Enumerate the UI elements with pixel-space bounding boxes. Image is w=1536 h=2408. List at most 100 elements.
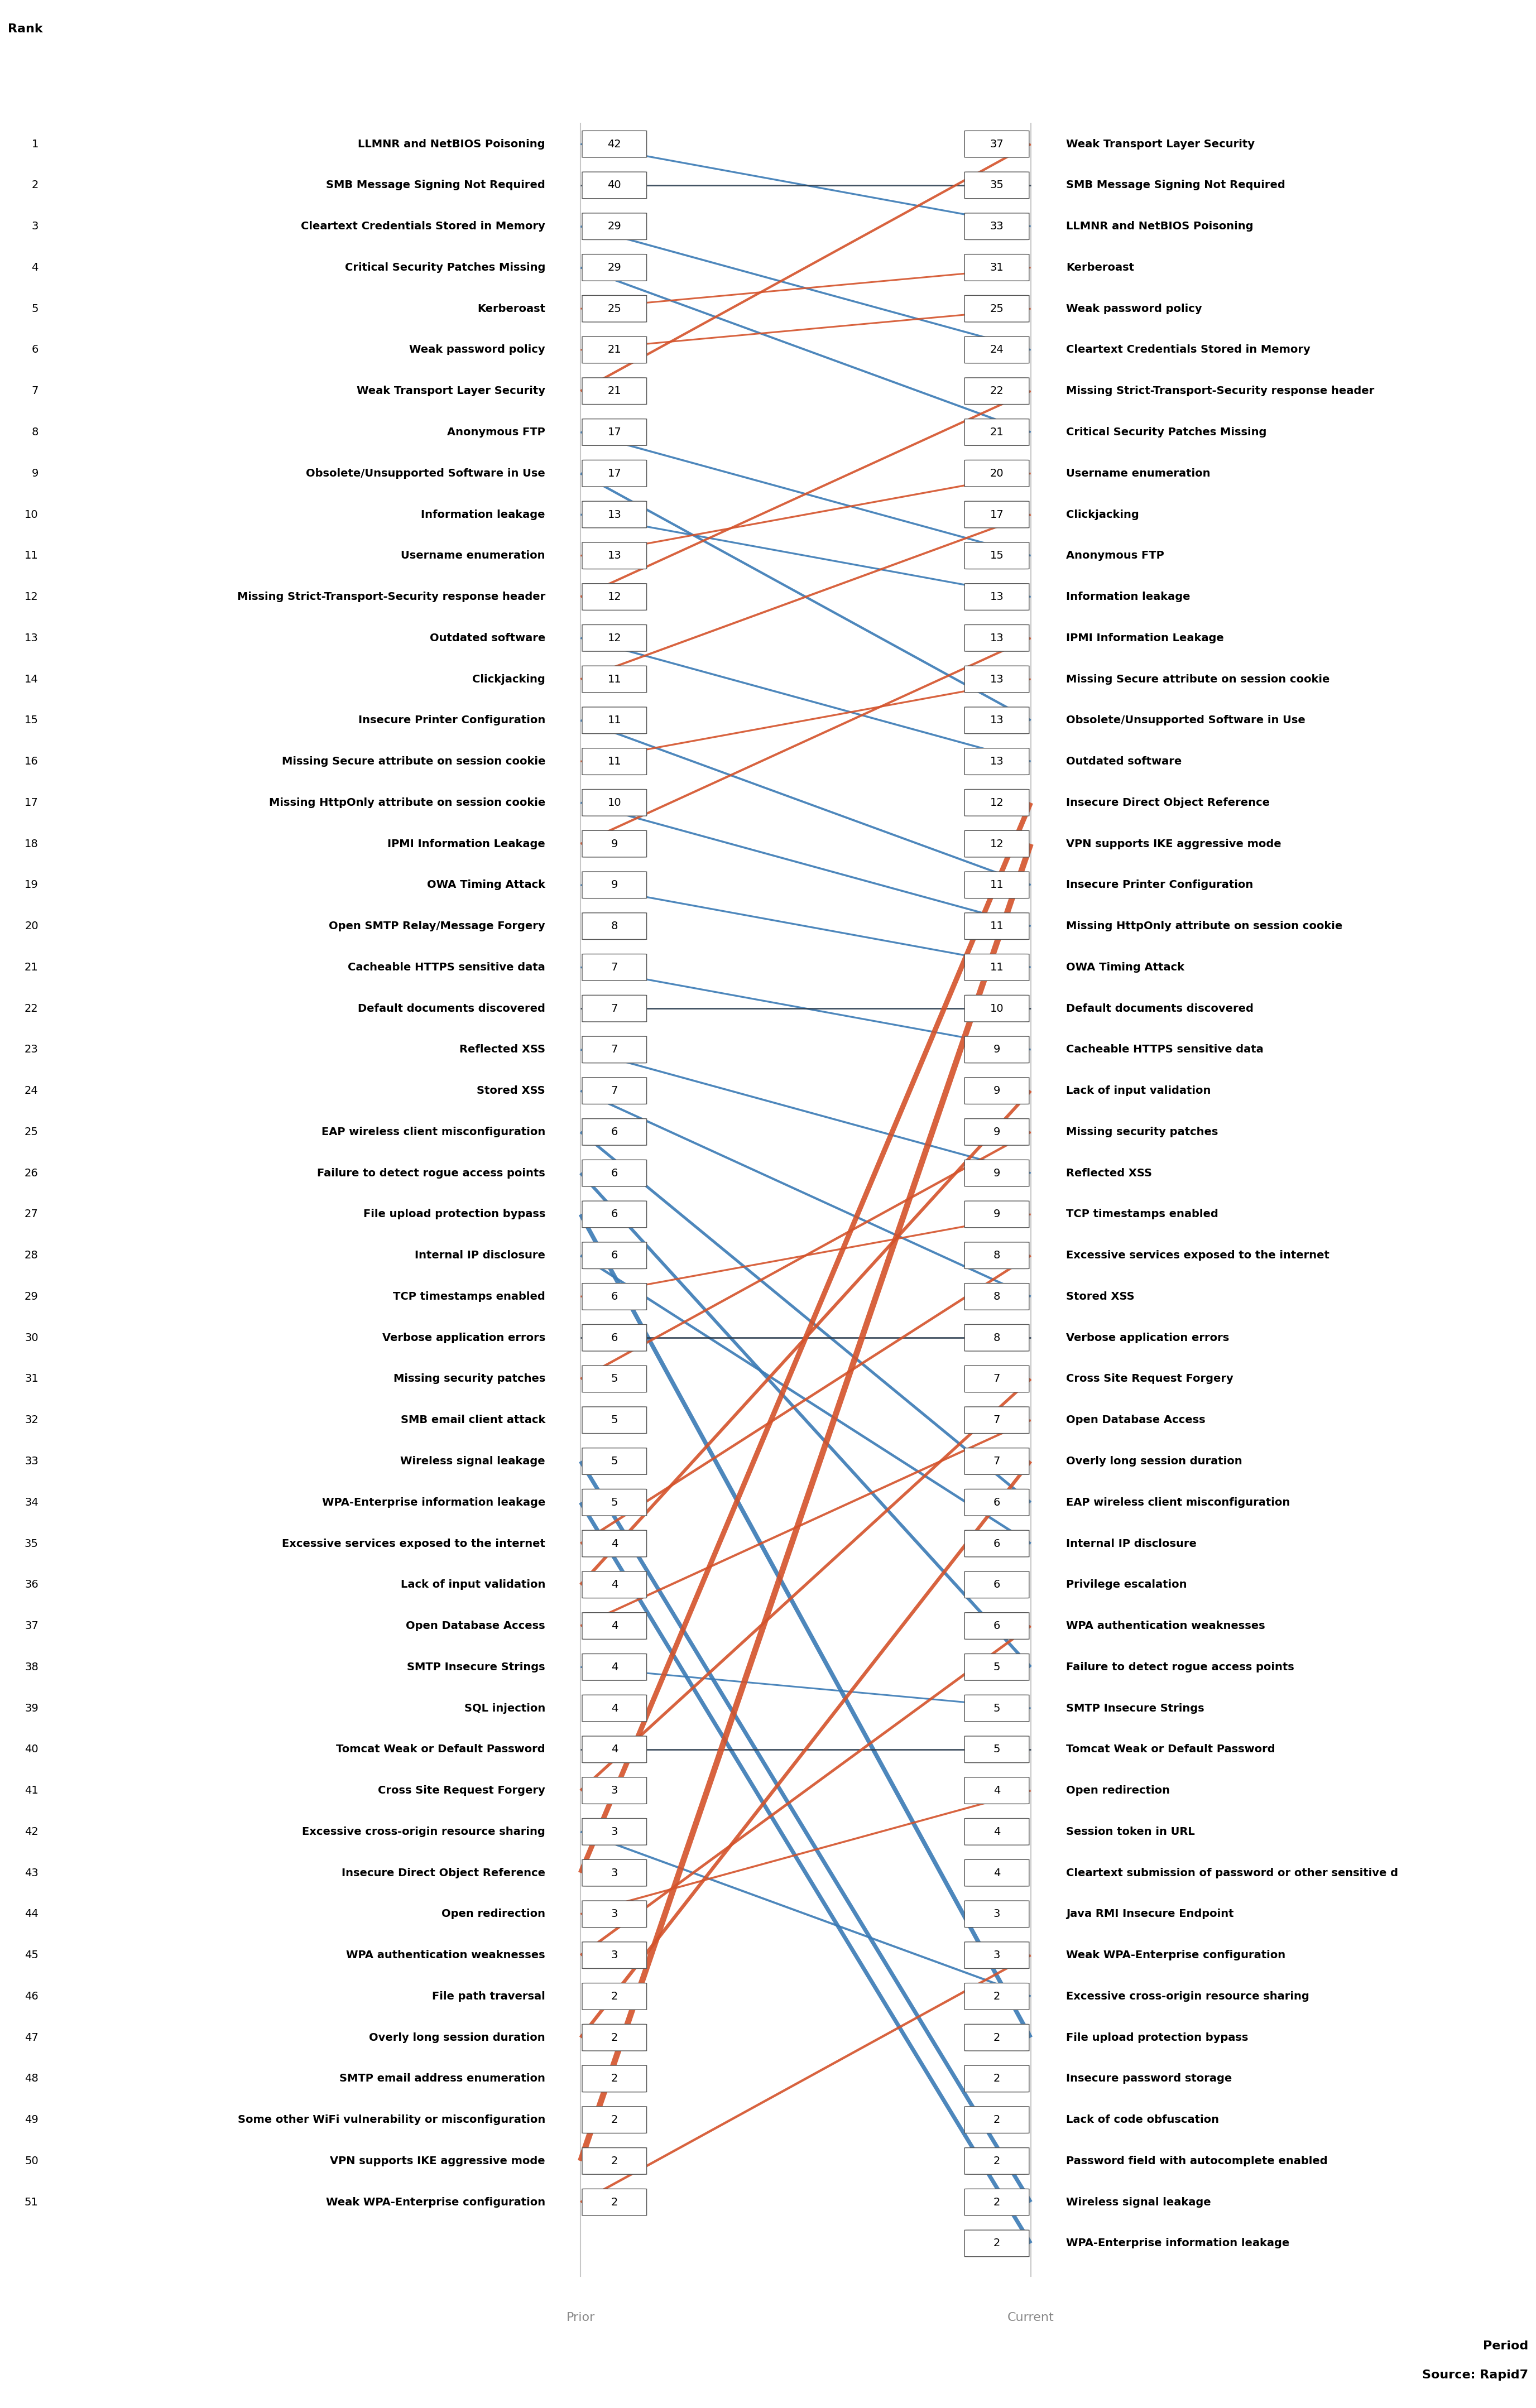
FancyBboxPatch shape [965, 2189, 1029, 2215]
FancyBboxPatch shape [582, 1736, 647, 1763]
Text: 9: 9 [611, 879, 617, 891]
Text: Excessive cross-origin resource sharing: Excessive cross-origin resource sharing [303, 1825, 545, 1837]
Text: 21: 21 [608, 344, 621, 356]
Text: Stored XSS: Stored XSS [1066, 1291, 1135, 1303]
Text: 25: 25 [607, 303, 622, 313]
Text: Cleartext submission of password or other sensitive d: Cleartext submission of password or othe… [1066, 1869, 1398, 1878]
FancyBboxPatch shape [582, 1613, 647, 1640]
Text: 40: 40 [25, 1743, 38, 1755]
FancyBboxPatch shape [582, 1654, 647, 1681]
Text: 49: 49 [25, 2114, 38, 2126]
Text: Missing security patches: Missing security patches [393, 1373, 545, 1385]
Text: Obsolete/Unsupported Software in Use: Obsolete/Unsupported Software in Use [1066, 715, 1306, 725]
Text: 4: 4 [611, 1539, 617, 1548]
Text: OWA Timing Attack: OWA Timing Attack [427, 879, 545, 891]
Text: Failure to detect rogue access points: Failure to detect rogue access points [316, 1168, 545, 1178]
FancyBboxPatch shape [582, 171, 647, 197]
Text: 20: 20 [991, 467, 1003, 479]
FancyBboxPatch shape [965, 1531, 1029, 1558]
Text: 13: 13 [608, 508, 621, 520]
FancyBboxPatch shape [582, 1984, 647, 2011]
FancyBboxPatch shape [965, 583, 1029, 609]
Text: 5: 5 [611, 1457, 617, 1466]
Text: 14: 14 [25, 674, 38, 684]
Text: Critical Security Patches Missing: Critical Security Patches Missing [344, 262, 545, 272]
Text: 33: 33 [991, 222, 1003, 231]
Text: 5: 5 [611, 1416, 617, 1426]
Text: 2: 2 [611, 1991, 617, 2001]
FancyBboxPatch shape [965, 501, 1029, 527]
Text: Kerberoast: Kerberoast [1066, 262, 1134, 272]
Text: Overly long session duration: Overly long session duration [369, 2032, 545, 2042]
Text: Open redirection: Open redirection [1066, 1784, 1170, 1796]
Text: 8: 8 [32, 426, 38, 438]
Text: Obsolete/Unsupported Software in Use: Obsolete/Unsupported Software in Use [306, 467, 545, 479]
FancyBboxPatch shape [582, 667, 647, 694]
Text: Tomcat Weak or Default Password: Tomcat Weak or Default Password [1066, 1743, 1275, 1755]
Text: Missing Strict-Transport-Security response header: Missing Strict-Transport-Security respon… [1066, 385, 1375, 397]
Text: 9: 9 [994, 1209, 1000, 1218]
Text: 47: 47 [25, 2032, 38, 2042]
Text: 17: 17 [25, 797, 38, 809]
Text: 2: 2 [611, 2073, 617, 2083]
Text: 31: 31 [25, 1373, 38, 1385]
FancyBboxPatch shape [965, 872, 1029, 898]
Text: 2: 2 [611, 2032, 617, 2042]
FancyBboxPatch shape [582, 1202, 647, 1228]
Text: 13: 13 [991, 715, 1003, 725]
Text: Information leakage: Information leakage [1066, 592, 1190, 602]
FancyBboxPatch shape [965, 913, 1029, 939]
Text: 4: 4 [32, 262, 38, 272]
Text: Verbose application errors: Verbose application errors [1066, 1332, 1229, 1344]
Text: 4: 4 [611, 1662, 617, 1674]
Text: File path traversal: File path traversal [432, 1991, 545, 2001]
FancyBboxPatch shape [582, 1035, 647, 1062]
FancyBboxPatch shape [965, 708, 1029, 734]
Text: 4: 4 [611, 1580, 617, 1589]
Text: 5: 5 [31, 303, 38, 313]
FancyBboxPatch shape [965, 378, 1029, 405]
FancyBboxPatch shape [965, 1488, 1029, 1515]
Text: 2: 2 [611, 2114, 617, 2126]
FancyBboxPatch shape [582, 1818, 647, 1845]
Text: Default documents discovered: Default documents discovered [1066, 1004, 1253, 1014]
Text: 12: 12 [25, 592, 38, 602]
Text: 13: 13 [25, 633, 38, 643]
Text: File upload protection bypass: File upload protection bypass [362, 1209, 545, 1218]
Text: 10: 10 [608, 797, 621, 809]
Text: 6: 6 [611, 1127, 617, 1137]
Text: OWA Timing Attack: OWA Timing Attack [1066, 963, 1184, 973]
Text: WPA authentication weaknesses: WPA authentication weaknesses [346, 1950, 545, 1960]
FancyBboxPatch shape [582, 296, 647, 323]
Text: Clickjacking: Clickjacking [1066, 508, 1140, 520]
FancyBboxPatch shape [582, 212, 647, 241]
Text: 17: 17 [991, 508, 1003, 520]
Text: Lack of code obfuscation: Lack of code obfuscation [1066, 2114, 1220, 2126]
FancyBboxPatch shape [965, 1283, 1029, 1310]
FancyBboxPatch shape [965, 296, 1029, 323]
Text: 6: 6 [611, 1250, 617, 1262]
Text: Critical Security Patches Missing: Critical Security Patches Missing [1066, 426, 1267, 438]
Text: 27: 27 [25, 1209, 38, 1218]
Text: 2: 2 [32, 181, 38, 190]
Text: 2: 2 [994, 2237, 1000, 2249]
Text: 21: 21 [608, 385, 621, 397]
FancyBboxPatch shape [965, 749, 1029, 775]
Text: Reflected XSS: Reflected XSS [1066, 1168, 1152, 1178]
Text: 4: 4 [994, 1825, 1000, 1837]
Text: Open Database Access: Open Database Access [406, 1621, 545, 1630]
Text: 7: 7 [611, 1086, 617, 1096]
FancyBboxPatch shape [582, 1572, 647, 1599]
Text: 50: 50 [25, 2155, 38, 2167]
Text: 5: 5 [994, 1662, 1000, 1674]
Text: 12: 12 [608, 592, 621, 602]
FancyBboxPatch shape [965, 1941, 1029, 1967]
Text: 9: 9 [994, 1127, 1000, 1137]
Text: 13: 13 [608, 551, 621, 561]
FancyBboxPatch shape [965, 1859, 1029, 1885]
Text: 11: 11 [608, 674, 621, 684]
FancyBboxPatch shape [965, 831, 1029, 857]
Text: Prior: Prior [567, 2312, 594, 2324]
Text: EAP wireless client misconfiguration: EAP wireless client misconfiguration [321, 1127, 545, 1137]
FancyBboxPatch shape [965, 1202, 1029, 1228]
